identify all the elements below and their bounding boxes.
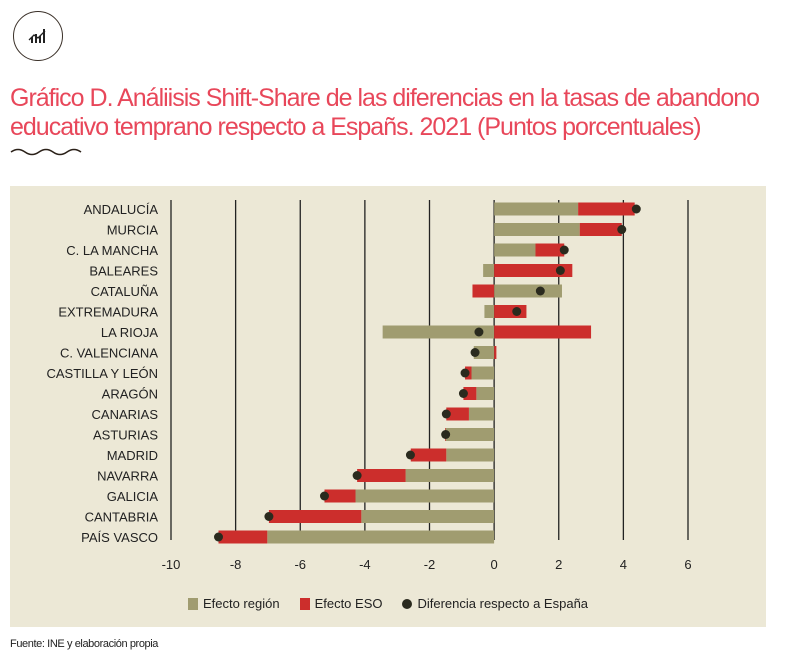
legend-swatch-region	[187, 597, 198, 610]
category-label: C. LA MANCHA	[66, 243, 158, 258]
bar-efecto-region	[405, 469, 495, 482]
bar-efecto-region	[473, 346, 495, 359]
category-label: MURCIA	[107, 223, 159, 238]
bar-efecto-eso	[579, 223, 622, 236]
bar-efecto-region	[494, 202, 579, 216]
bar-efecto-region	[494, 284, 562, 298]
chart: -10 -8 -6 -4 -2 0 2 4 6 ANDALUCÍA MURCIA C. LA MANC…	[46, 200, 692, 572]
category-label: LA RIOJA	[101, 325, 158, 340]
x-tick-label: 4	[620, 557, 627, 572]
legend-item-diff: Diferencia respecto a España	[402, 596, 588, 611]
point-diferencia	[512, 307, 522, 316]
point-diferencia	[535, 286, 545, 296]
legend-swatch-eso	[299, 597, 310, 610]
bar-efecto-region	[483, 264, 495, 277]
category-label: CATALUÑA	[91, 284, 159, 299]
point-diferencia	[319, 491, 329, 501]
bar-efecto-eso	[472, 284, 495, 298]
squiggle-divider	[10, 148, 82, 156]
category-label: PAÍS VASCO	[81, 530, 158, 545]
legend: Efecto región Efecto ESO Diferencia resp…	[10, 596, 766, 611]
legend-item-region: Efecto región	[187, 596, 280, 611]
x-tick-label: -2	[424, 557, 436, 572]
category-label: C. VALENCIANA	[60, 346, 158, 361]
source-note: Fuente: INE y elaboración propia	[10, 638, 159, 650]
x-tick-label: 6	[684, 557, 691, 572]
bar-efecto-eso	[446, 407, 469, 421]
bar-efecto-eso	[578, 202, 635, 216]
point-diferencia	[555, 266, 565, 275]
point-diferencia	[441, 430, 451, 439]
x-tick-label: -4	[359, 557, 371, 572]
logo	[13, 11, 63, 61]
bar-efecto-eso	[494, 346, 497, 359]
category-label: MADRID	[107, 448, 158, 463]
x-tick-label: -10	[162, 557, 181, 572]
bar-efecto-eso	[218, 530, 268, 544]
point-diferencia	[470, 348, 480, 357]
bar-efecto-region	[382, 325, 495, 339]
point-diferencia	[559, 245, 569, 255]
point-diferencia	[458, 389, 468, 398]
bar-efecto-eso	[324, 489, 356, 503]
bar-efecto-eso	[410, 448, 447, 462]
bar-efecto-eso	[494, 264, 573, 277]
point-diferencia	[631, 204, 641, 214]
bar-efecto-eso	[268, 510, 362, 523]
chart-title: Gráfico D. Análiisis Shift-Share de las …	[10, 84, 760, 141]
point-diferencia	[460, 368, 470, 378]
category-label: ANDALUCÍA	[84, 202, 159, 217]
point-diferencia	[474, 327, 484, 337]
bar-efecto-region	[355, 489, 495, 503]
legend-label: Efecto ESO	[314, 596, 383, 611]
category-label: EXTREMADURA	[58, 305, 158, 320]
point-diferencia	[264, 512, 274, 521]
legend-label: Diferencia respecto a España	[417, 596, 589, 611]
bar-efecto-region	[267, 530, 495, 544]
legend-item-eso: Efecto ESO	[299, 596, 383, 611]
bar-efecto-eso	[494, 305, 527, 318]
category-label: CASTILLA Y LEÓN	[46, 366, 158, 381]
x-tick-label: -6	[294, 557, 306, 572]
bar-efecto-eso	[357, 469, 406, 482]
category-label: CANTABRIA	[85, 510, 159, 525]
bar-efecto-region	[494, 223, 580, 236]
category-label: ARAGÓN	[102, 387, 158, 402]
bar-efecto-region	[446, 448, 495, 462]
bar-efecto-region	[476, 387, 495, 400]
bar-efecto-eso	[535, 243, 565, 257]
category-label: NAVARRA	[97, 469, 158, 484]
x-tick-label: 2	[555, 557, 562, 572]
bar-efecto-region	[361, 510, 495, 523]
bar-efecto-region	[445, 428, 495, 441]
point-diferencia	[352, 471, 362, 480]
x-tick-label: 0	[491, 557, 498, 572]
bar-efecto-region	[484, 305, 495, 318]
point-diferencia	[441, 409, 451, 419]
point-diferencia	[405, 450, 415, 460]
bar-efecto-region	[494, 243, 536, 257]
point-diferencia	[617, 225, 627, 234]
bar-chart-icon	[28, 29, 46, 43]
legend-dot-diff	[402, 598, 413, 609]
legend-label: Efecto región	[202, 596, 280, 611]
category-label: CANARIAS	[92, 407, 159, 422]
category-label: BALEARES	[89, 264, 158, 279]
chart-background	[10, 186, 766, 627]
category-label: GALICIA	[107, 489, 159, 504]
x-tick-label: -8	[230, 557, 242, 572]
bar-efecto-eso	[494, 325, 592, 339]
bar-efecto-eso	[463, 387, 477, 400]
bar-efecto-region	[471, 366, 495, 380]
category-label: ASTURIAS	[93, 428, 158, 443]
bar-efecto-region	[468, 407, 495, 421]
point-diferencia	[213, 532, 223, 542]
